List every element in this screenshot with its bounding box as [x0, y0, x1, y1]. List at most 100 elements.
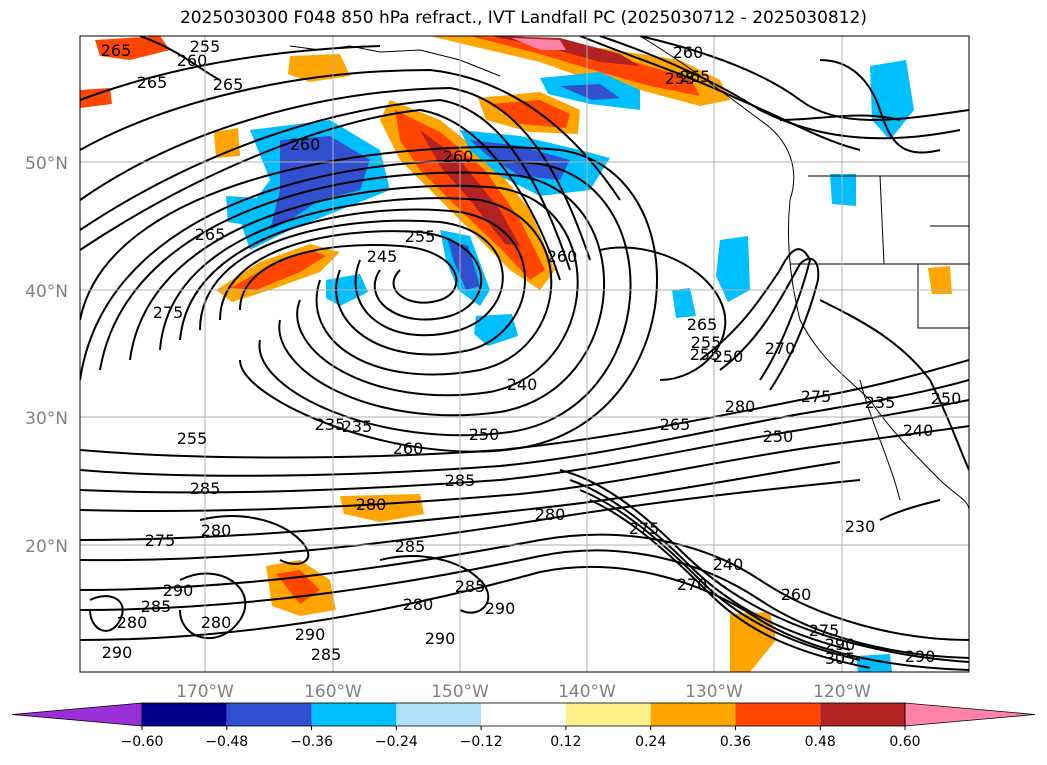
shade-negative-east-5-core [560, 84, 620, 100]
shade-top-left [95, 36, 170, 60]
contour-label: 260 [547, 247, 578, 266]
gridlines [80, 36, 969, 672]
shade-subtrop-6 [214, 128, 240, 158]
colorbar-box [735, 703, 821, 726]
contour-label: 290 [102, 643, 133, 662]
shade-streak-warm-max [420, 130, 520, 246]
lon-label-150w: 150°W [431, 682, 489, 702]
contour-label: 255 [190, 37, 221, 56]
contour-label: 280 [356, 495, 387, 514]
coastline [289, 36, 969, 511]
shade-subtrop-4 [928, 266, 952, 294]
contour-label: 265 [687, 315, 718, 334]
contour-label: 260 [290, 135, 321, 154]
lon-label-130w: 130°W [685, 682, 743, 702]
contour-label: 265 [213, 75, 244, 94]
contour-label: 290 [295, 625, 326, 644]
colorbar-tick-label: −0.12 [460, 734, 503, 750]
colorbar-tick-label: 0.24 [635, 734, 666, 750]
shade-negative-east-2 [716, 236, 750, 302]
contour-label: 285 [311, 645, 342, 664]
contour-label: 260 [673, 43, 704, 62]
contour-label: 250 [763, 427, 794, 446]
shade-positive-pink [512, 38, 566, 50]
lon-label-160w: 160°W [304, 682, 362, 702]
colorbar-box [481, 703, 566, 726]
contour-label: 285 [190, 479, 221, 498]
contour-label: 245 [367, 247, 398, 266]
contour-label: 265 [101, 41, 132, 60]
colorbar-tick-label: −0.24 [375, 734, 418, 750]
contour-label: 285 [141, 597, 172, 616]
contour-label: 235 [865, 393, 896, 412]
contour-label: 250 [931, 389, 962, 408]
colorbar-box [565, 703, 651, 726]
contour-label: 275 [153, 303, 184, 322]
contour-label: 250 [469, 425, 500, 444]
longitude-labels: 170°W 160°W 150°W 140°W 130°W 120°W [176, 682, 871, 702]
contour-label: 265 [680, 67, 711, 86]
colorbar-box [142, 703, 227, 726]
contour-label: 265 [660, 415, 691, 434]
lat-label-50n: 50°N [25, 154, 68, 174]
lon-label-120w: 120°W [813, 682, 871, 702]
colorbar-box [820, 703, 905, 726]
contour-label: 250 [713, 347, 744, 366]
contour-label: 290 [825, 635, 856, 654]
contour-label: 270 [765, 339, 796, 358]
contour-label: 255 [691, 333, 722, 352]
shade-top-left-2 [80, 88, 112, 108]
contour-label: 280 [403, 595, 434, 614]
colorbar-tick-label: −0.36 [290, 734, 333, 750]
shade-subtrop-2 [340, 494, 424, 522]
contour-label: 280 [535, 505, 566, 524]
colorbar-tick-label: −0.48 [205, 734, 248, 750]
contour-label: 260 [393, 439, 424, 458]
shade-warm-band-sw-core [230, 250, 326, 290]
contour-label: 280 [725, 397, 756, 416]
colorbar-box [396, 703, 482, 726]
lat-label-40n: 40°N [25, 282, 68, 302]
shade-positive-gulf-alaska [430, 36, 730, 106]
contour-label: 255 [177, 429, 208, 448]
contour-label: 285 [455, 577, 486, 596]
colorbar-tick-label: 0.48 [805, 734, 836, 750]
shade-negative-mid-core [448, 240, 480, 290]
colorbar-tick-label: 0.36 [720, 734, 751, 750]
map-title: 2025030300 F048 850 hPa refract., IVT La… [179, 8, 867, 28]
lon-label-140w: 140°W [558, 682, 616, 702]
contour-label: 230 [845, 517, 876, 536]
contour-label: 260 [177, 51, 208, 70]
lat-label-20n: 20°N [25, 537, 68, 557]
lon-label-170w: 170°W [176, 682, 234, 702]
shade-positive-gulf-alaska-core [470, 36, 700, 96]
contour-label: 280 [201, 613, 232, 632]
shade-negative-small-2 [474, 314, 518, 346]
colorbar-tick-label: 0.60 [889, 734, 920, 750]
contour-label: 255 [690, 345, 721, 364]
contour-label: 290 [485, 599, 516, 618]
lat-label-30n: 30°N [25, 409, 68, 429]
colorbar-box [311, 703, 397, 726]
contour-label: 285 [395, 537, 426, 556]
contour-label: 260 [781, 585, 812, 604]
contour-label: 280 [201, 521, 232, 540]
shaded-fields [80, 36, 952, 672]
colorbar-box [226, 703, 312, 726]
contour-label: 275 [801, 387, 832, 406]
contour-label: 280 [117, 613, 148, 632]
contour-label: 305 [825, 649, 856, 668]
plot-frame [79, 35, 970, 673]
contour-label: 240 [507, 375, 538, 394]
contour-label: 290 [163, 581, 194, 600]
contour-label: 290 [905, 647, 936, 666]
contour-label: 240 [713, 555, 744, 574]
contour-label: 275 [145, 531, 176, 550]
shade-negative-east-4 [830, 174, 856, 206]
colorbar: −0.60 −0.48 −0.36 −0.24 −0.12 0.12 0.24 0.36 0.4… [11, 702, 1036, 750]
contour-lines [80, 36, 969, 671]
contour-label: 260 [443, 147, 474, 166]
contour-label: 270 [677, 575, 708, 594]
